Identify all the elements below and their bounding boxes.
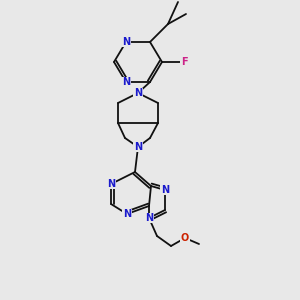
Text: N: N — [123, 209, 131, 219]
Text: N: N — [161, 185, 169, 195]
Text: N: N — [145, 213, 153, 223]
Text: O: O — [181, 233, 189, 243]
Text: N: N — [134, 88, 142, 98]
Text: N: N — [122, 37, 130, 47]
Text: N: N — [122, 77, 130, 87]
Text: F: F — [181, 57, 187, 67]
Text: N: N — [134, 142, 142, 152]
Text: N: N — [107, 179, 115, 189]
